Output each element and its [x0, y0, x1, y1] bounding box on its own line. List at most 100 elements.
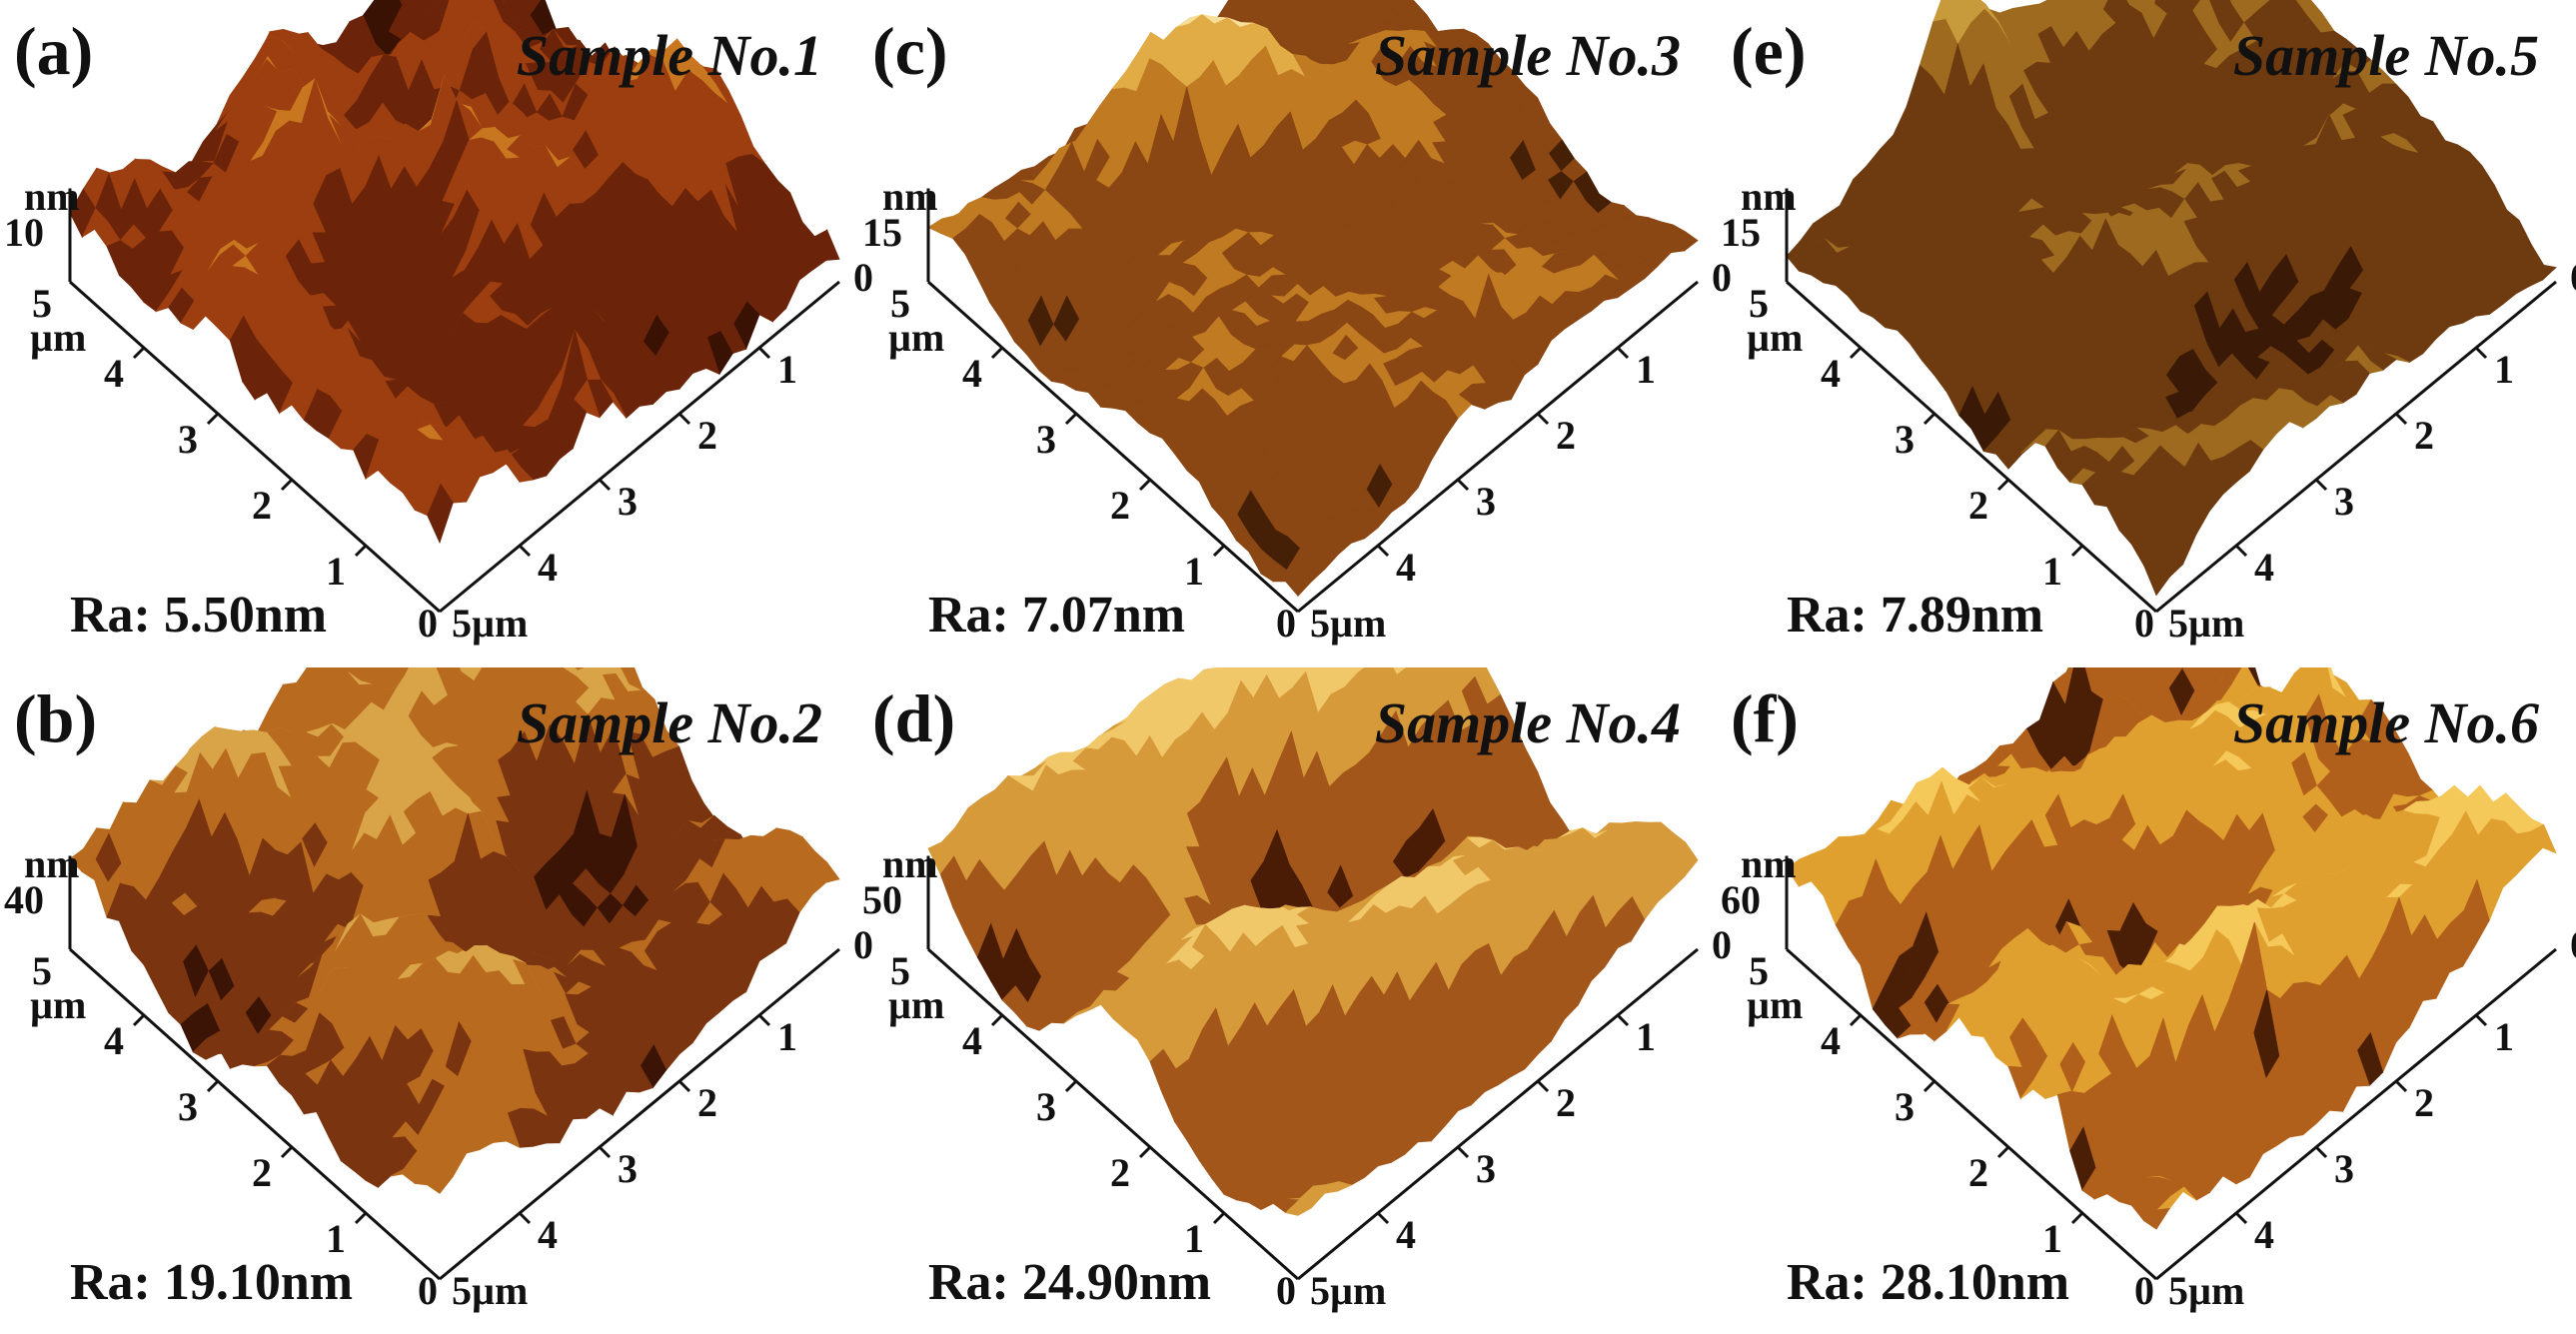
z-axis-tick-label: 15 — [862, 210, 902, 255]
surface-facet — [1294, 0, 1303, 8]
axis-tick-mark — [1996, 478, 2010, 492]
right-axis-tick-label: 1 — [2494, 347, 2514, 392]
left-axis-tick-label: 3 — [1036, 1084, 1056, 1129]
axis-tick-mark — [280, 478, 294, 492]
right-axis-tick-label: 2 — [2414, 413, 2434, 458]
axis-tick-mark — [1536, 1079, 1550, 1093]
right-axis-tick-label: 3 — [1476, 479, 1496, 524]
left-axis-tick-label: 1 — [326, 1216, 346, 1261]
surface-facet — [427, 1166, 454, 1194]
sample-title: Sample No.4 — [1374, 690, 1681, 755]
origin-label: 0 — [418, 601, 438, 646]
left-axis-tick-label: 2 — [252, 1150, 272, 1195]
left-axis-tick-label: 3 — [1036, 417, 1056, 462]
sample-title: Sample No.2 — [516, 690, 822, 755]
right-axis-end-value: 0 — [853, 255, 873, 300]
afm-panel-f: (f) Sample No.6 Ra: 28.10nm 1 2 3 4 1 2 3 4 0 5µm… — [1717, 667, 2576, 1334]
right-axis-line — [439, 947, 840, 1281]
axis-tick-mark — [2070, 544, 2084, 558]
right-axis-end-value: 0 — [1712, 255, 1732, 300]
surface-facet — [1284, 1199, 1313, 1216]
surface-facet — [2143, 561, 2170, 597]
surface-facet — [1352, 667, 1366, 673]
origin-label: 0 — [1276, 601, 1296, 646]
axis-tick-mark — [132, 346, 146, 360]
left-axis-tick-label: 1 — [1184, 549, 1204, 594]
right-axis-tick-label: 3 — [618, 479, 638, 524]
afm-panel-c: (c) Sample No.3 Ra: 7.07nm 1 2 3 4 1 2 3 4 0 5µm 5… — [858, 0, 1732, 667]
left-axis-tick-label: 2 — [1110, 483, 1130, 528]
axis-tick-mark — [1923, 412, 1936, 426]
origin-label: 0 — [418, 1268, 438, 1313]
surface-facet — [1341, 0, 1358, 8]
left-axis-tick-label: 2 — [1968, 483, 1988, 528]
left-axis-line — [69, 280, 441, 614]
roughness-value: Ra: 19.10nm — [70, 1254, 354, 1311]
right-axis-tick-label: 1 — [777, 1014, 797, 1059]
surface-facet — [2070, 0, 2086, 12]
z-axis-tick-label: 15 — [1721, 210, 1761, 255]
surface-facet — [1430, 667, 1445, 677]
z-axis-tick-label: 40 — [4, 877, 44, 922]
sample-title: Sample No.3 — [1374, 23, 1681, 88]
axis-tick-mark — [598, 478, 612, 492]
right-axis-end-value: 0 — [2570, 258, 2576, 298]
right-axis-tick-label: 3 — [618, 1146, 638, 1191]
axis-tick-mark — [2474, 346, 2488, 360]
axis-tick-mark — [990, 1013, 1004, 1027]
axis-tick-mark — [1616, 1013, 1630, 1027]
axis-tick-mark — [132, 1013, 146, 1027]
axis-tick-mark — [990, 346, 1004, 360]
axis-tick-mark — [1376, 1211, 1390, 1225]
right-axis-tick-label: 1 — [1636, 347, 1656, 392]
right-axis-end-value: 0 — [1712, 922, 1732, 967]
right-axis-tick-label: 1 — [1636, 1014, 1656, 1059]
right-axis-tick-label: 2 — [697, 413, 717, 458]
axis-tick-mark — [1064, 412, 1078, 426]
roughness-value: Ra: 24.90nm — [928, 1254, 1212, 1311]
axis-tick-mark — [206, 1079, 220, 1093]
surface-facet — [1285, 574, 1312, 598]
origin-label: 0 — [1276, 1268, 1296, 1313]
panel-letter: (e) — [1731, 13, 1807, 89]
left-axis-line — [927, 280, 1299, 614]
left-axis-end-value: 5 — [32, 948, 52, 993]
afm-panel-e: (e) Sample No.5 Ra: 7.89nm 1 2 3 4 1 2 3 4 0 5µm 5… — [1717, 0, 2576, 667]
left-axis-tick-label: 3 — [1895, 417, 1915, 462]
right-axis-line — [1297, 280, 1699, 614]
axis-tick-mark — [1536, 412, 1550, 426]
roughness-value: Ra: 7.89nm — [1787, 587, 2044, 644]
afm-panel-a: (a) Sample No.1 Ra: 5.50nm 1 2 3 4 1 2 3 4 0 5µm 5… — [0, 0, 873, 667]
z-axis-tick-label: 10 — [4, 210, 44, 255]
right-axis-tick-label: 4 — [1396, 1212, 1416, 1257]
axis-tick-mark — [677, 412, 691, 426]
right-axis-tick-label: 4 — [1396, 545, 1416, 590]
axis-tick-mark — [757, 346, 771, 360]
surface-facet — [1257, 667, 1277, 676]
left-axis-tick-label: 4 — [1821, 351, 1841, 396]
left-axis-line — [927, 947, 1299, 1281]
afm-surface-image — [1785, 0, 2557, 614]
afm-surface-image — [1785, 667, 2557, 1281]
axis-tick-mark — [206, 412, 220, 426]
right-axis-tick-label: 3 — [2334, 479, 2354, 524]
axis-tick-mark — [1616, 346, 1630, 360]
axis-tick-mark — [1212, 1211, 1226, 1225]
sample-title: Sample No.5 — [2232, 23, 2539, 88]
left-axis-end-unit: µm — [888, 315, 945, 360]
z-axis-unit: nm — [24, 173, 80, 219]
right-axis-line — [439, 280, 840, 614]
left-axis-end-value: 5 — [32, 281, 52, 326]
right-axis-tick-label: 4 — [538, 1212, 558, 1257]
axis-tick-mark — [354, 544, 368, 558]
axis-tick-mark — [518, 544, 532, 558]
surface-facet — [2096, 0, 2109, 11]
right-axis-tick-label: 3 — [1476, 1146, 1496, 1191]
bottom-right-label: 5µm — [1310, 601, 1387, 646]
z-axis-unit: nm — [882, 173, 938, 219]
panel-letter: (d) — [872, 680, 956, 756]
right-axis-tick-label: 4 — [538, 545, 558, 590]
bottom-right-label: 5µm — [452, 601, 529, 646]
panel-letter: (c) — [872, 13, 948, 89]
z-axis-unit: nm — [24, 840, 80, 886]
